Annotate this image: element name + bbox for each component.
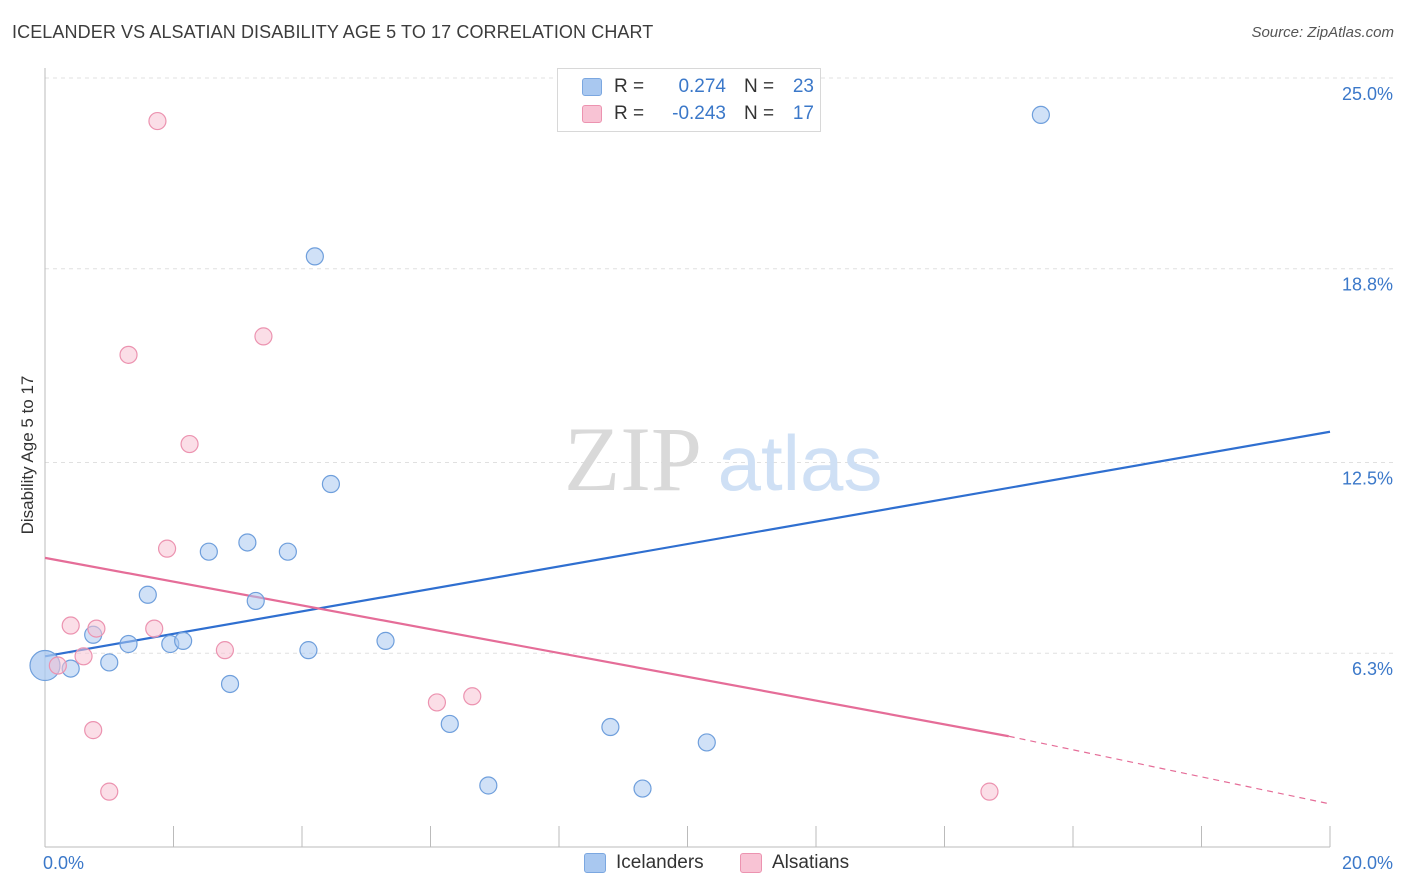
data-point-icelanders [246, 591, 265, 611]
data-point-icelanders [299, 641, 318, 660]
y-tick-label: 12.5% [1342, 469, 1393, 489]
data-point-icelanders [174, 631, 193, 651]
correlation-legend: R = 0.274 N = 23 R = -0.243 N = 17 [557, 68, 821, 132]
data-point-icelanders [278, 542, 297, 561]
legend-r-label: R = [614, 103, 645, 124]
y-axis-label: Disability Age 5 to 17 [18, 375, 37, 535]
legend-swatch-icelanders [584, 853, 606, 873]
x-tick-label: 20.0% [1342, 853, 1393, 873]
data-point-alsatians [119, 345, 138, 364]
data-point-icelanders [697, 733, 716, 752]
y-tick-label: 25.0% [1342, 84, 1393, 104]
data-point-alsatians [148, 111, 167, 131]
legend-n-label: N = [744, 76, 775, 97]
legend-label-alsatians: Alsatians [772, 852, 850, 873]
legend-label-icelanders: Icelanders [616, 852, 704, 873]
data-point-icelanders [199, 542, 218, 561]
data-point-icelanders [238, 533, 257, 552]
trend-extension-alsatians [1008, 735, 1331, 805]
data-point-icelanders [376, 631, 395, 651]
data-point-icelanders [100, 653, 119, 672]
data-point-alsatians [87, 619, 106, 638]
legend-swatch-icelanders [582, 78, 602, 96]
y-tick-label: 18.8% [1342, 275, 1393, 295]
chart-title: ICELANDER VS ALSATIAN DISABILITY AGE 5 T… [12, 22, 654, 42]
legend-swatch-alsatians [740, 853, 762, 873]
data-points [29, 105, 1050, 801]
legend-n-label: N = [744, 103, 775, 124]
legend-r-value: 0.274 [678, 76, 726, 97]
grid-lines [45, 77, 1395, 654]
data-point-alsatians [254, 327, 273, 346]
legend-row-alsatians: R = -0.243 N = 17 [582, 102, 814, 126]
data-point-alsatians [74, 647, 93, 666]
data-point-icelanders [119, 634, 138, 654]
data-point-alsatians [463, 687, 482, 706]
y-tick-label: 6.3% [1352, 659, 1393, 679]
data-point-alsatians [61, 616, 80, 635]
tick-labels: 6.3% 12.5% 18.8% 25.0% 0.0% 20.0% [43, 84, 1393, 873]
legend-row-icelanders: R = 0.274 N = 23 [582, 75, 814, 99]
data-point-alsatians [980, 782, 999, 801]
data-point-icelanders [633, 779, 652, 798]
data-point-icelanders [138, 585, 157, 604]
data-point-icelanders [305, 247, 324, 266]
data-point-alsatians [145, 619, 164, 638]
trend-lines [44, 430, 1331, 805]
legend-n-value: 23 [792, 76, 814, 97]
watermark-atlas: atlas [718, 419, 883, 507]
legend-swatch-alsatians [582, 105, 602, 123]
data-point-alsatians [100, 782, 119, 801]
trend-line-alsatians [44, 556, 1009, 738]
data-point-icelanders [440, 714, 459, 734]
legend-item-alsatians: Alsatians [740, 852, 849, 874]
data-point-alsatians [84, 721, 103, 740]
data-point-icelanders [601, 717, 620, 737]
data-point-alsatians [157, 539, 177, 558]
axes [44, 68, 1331, 848]
legend-item-icelanders: Icelanders [584, 852, 704, 874]
trend-line-icelanders [44, 430, 1331, 658]
data-point-icelanders [479, 776, 498, 795]
data-point-icelanders [1031, 105, 1050, 125]
data-point-alsatians [180, 434, 199, 454]
series-legend: Icelanders Alsatians [0, 852, 1406, 878]
legend-r-label: R = [614, 76, 645, 97]
legend-n-value: 17 [792, 103, 814, 124]
data-point-alsatians [48, 656, 67, 675]
source-label: Source: ZipAtlas.com [1251, 24, 1394, 41]
x-tick-label: 0.0% [43, 853, 84, 873]
data-point-alsatians [427, 693, 447, 712]
data-point-alsatians [215, 641, 234, 660]
legend-r-value: -0.243 [672, 103, 726, 124]
data-point-icelanders [220, 674, 240, 694]
watermark-zip: ZIP [564, 408, 702, 510]
data-point-icelanders [321, 474, 341, 494]
